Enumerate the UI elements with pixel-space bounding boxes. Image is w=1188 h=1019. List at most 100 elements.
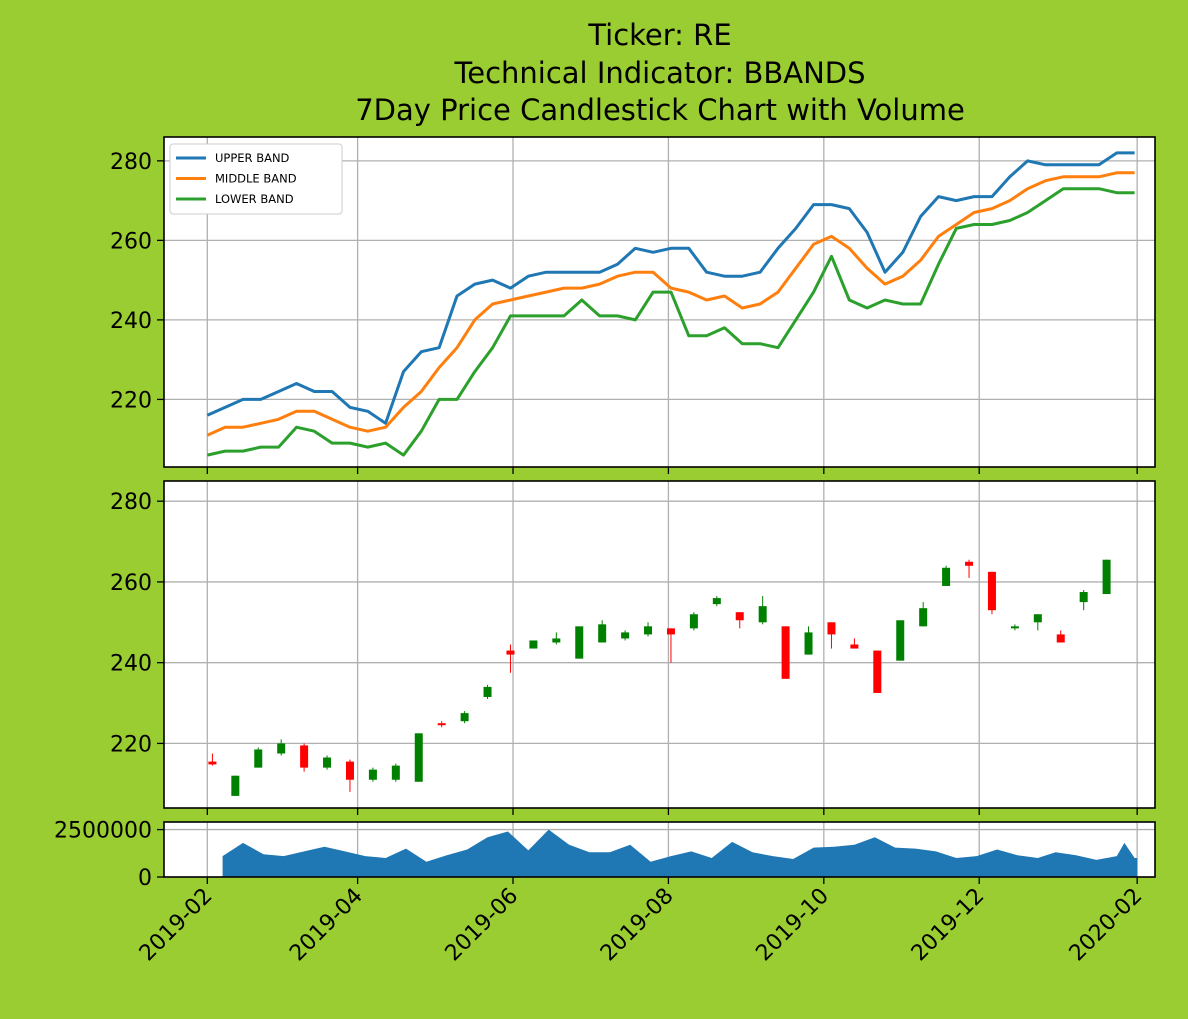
candle-body bbox=[598, 624, 607, 643]
candle bbox=[414, 733, 423, 782]
candle-body bbox=[965, 561, 974, 566]
candle-body bbox=[827, 622, 836, 635]
candle-body bbox=[506, 650, 515, 655]
volume-ytick-label: 0 bbox=[138, 866, 152, 891]
bands-ytick-label: 240 bbox=[110, 309, 152, 334]
candle bbox=[621, 630, 630, 641]
legend-label: LOWER BAND bbox=[215, 192, 294, 206]
bollinger-bands-panel: 220 240 260 280 UPPER BAND MIDDLE BAND LOWER B… bbox=[110, 136, 1156, 474]
candle-body bbox=[277, 743, 286, 754]
candle-body bbox=[254, 749, 263, 768]
candles-background bbox=[164, 481, 1155, 808]
candle-body bbox=[1056, 634, 1065, 643]
candle bbox=[1056, 630, 1065, 643]
candle-body bbox=[689, 614, 698, 629]
legend-box bbox=[169, 143, 343, 215]
candle-body bbox=[942, 567, 951, 586]
candle bbox=[735, 612, 744, 629]
candle bbox=[804, 626, 813, 655]
candle bbox=[300, 743, 309, 772]
title-line-3: 7Day Price Candlestick Chart with Volume bbox=[355, 93, 965, 127]
bands-ytick-label: 280 bbox=[110, 150, 152, 175]
candle bbox=[277, 739, 286, 756]
candle bbox=[873, 650, 882, 693]
volume-panel: 0 2500000 bbox=[54, 819, 1156, 891]
candle bbox=[1010, 624, 1019, 631]
candle-body bbox=[1102, 559, 1111, 595]
lower-band-line bbox=[206, 187, 1135, 457]
candle bbox=[368, 767, 377, 782]
candle bbox=[345, 759, 354, 792]
chart-title: Ticker: RE Technical Indicator: BBANDS 7… bbox=[355, 18, 965, 127]
candle-body bbox=[575, 626, 584, 659]
bands-ytick-label: 220 bbox=[110, 388, 152, 413]
candle-body bbox=[987, 571, 996, 611]
candle-body bbox=[460, 713, 469, 722]
candle bbox=[965, 559, 974, 578]
candle-body bbox=[231, 775, 240, 796]
candle-body bbox=[368, 769, 377, 780]
candle-body bbox=[666, 628, 675, 635]
candle-body bbox=[804, 632, 813, 655]
candle-body bbox=[1010, 626, 1019, 629]
candle-body bbox=[781, 626, 790, 679]
candle bbox=[666, 628, 675, 663]
title-line-1: Ticker: RE bbox=[587, 18, 731, 52]
candle-body bbox=[758, 606, 767, 623]
candle bbox=[575, 626, 584, 659]
candle bbox=[919, 602, 928, 627]
candle-body bbox=[1033, 614, 1042, 623]
bands-frame bbox=[163, 136, 1156, 468]
upper-band-line bbox=[206, 151, 1135, 425]
candle-body bbox=[896, 620, 905, 661]
candles-ytick-label: 240 bbox=[110, 652, 152, 677]
candle-body bbox=[621, 632, 630, 639]
bands-ytick-label: 260 bbox=[110, 229, 152, 254]
candle bbox=[850, 638, 859, 649]
candle-body bbox=[712, 598, 721, 605]
candle bbox=[896, 620, 905, 661]
middle-band-line bbox=[206, 171, 1135, 437]
candle bbox=[781, 626, 790, 679]
candle-body bbox=[644, 626, 653, 635]
candle bbox=[712, 596, 721, 607]
candle-body bbox=[437, 723, 446, 726]
candles-ytick-label: 280 bbox=[110, 490, 152, 515]
candle-body bbox=[391, 765, 400, 780]
title-line-2: Technical Indicator: BBANDS bbox=[453, 56, 865, 90]
candles-ytick-label: 260 bbox=[110, 571, 152, 596]
candle bbox=[254, 747, 263, 768]
candle-body bbox=[208, 761, 217, 765]
candle bbox=[460, 711, 469, 724]
candle bbox=[552, 632, 561, 645]
candle-body bbox=[414, 733, 423, 782]
candle bbox=[1102, 559, 1111, 595]
candles-frame bbox=[163, 480, 1156, 809]
candle-body bbox=[1079, 592, 1088, 603]
candle bbox=[437, 721, 446, 728]
candle-body bbox=[345, 761, 354, 780]
candles-ytick-label: 220 bbox=[110, 732, 152, 757]
candle bbox=[827, 622, 836, 649]
legend-label: MIDDLE BAND bbox=[215, 172, 297, 186]
candle bbox=[1033, 614, 1042, 631]
legend-label: UPPER BAND bbox=[215, 151, 290, 165]
candle bbox=[689, 612, 698, 631]
candle bbox=[942, 565, 951, 586]
candle-body bbox=[850, 644, 859, 649]
candle-body bbox=[735, 612, 744, 621]
candle bbox=[758, 596, 767, 625]
candle-body bbox=[300, 745, 309, 768]
candle bbox=[598, 620, 607, 643]
candle-body bbox=[323, 757, 332, 768]
candle bbox=[231, 775, 240, 796]
candle-body bbox=[873, 650, 882, 693]
volume-area bbox=[222, 829, 1138, 877]
candle-body bbox=[919, 608, 928, 627]
bands-legend: UPPER BAND MIDDLE BAND LOWER BAND bbox=[169, 143, 343, 215]
candle bbox=[323, 755, 332, 770]
volume-frame bbox=[163, 821, 1156, 878]
candlestick-panel: 220 240 260 280 bbox=[110, 480, 1156, 815]
candle-body bbox=[552, 638, 561, 643]
